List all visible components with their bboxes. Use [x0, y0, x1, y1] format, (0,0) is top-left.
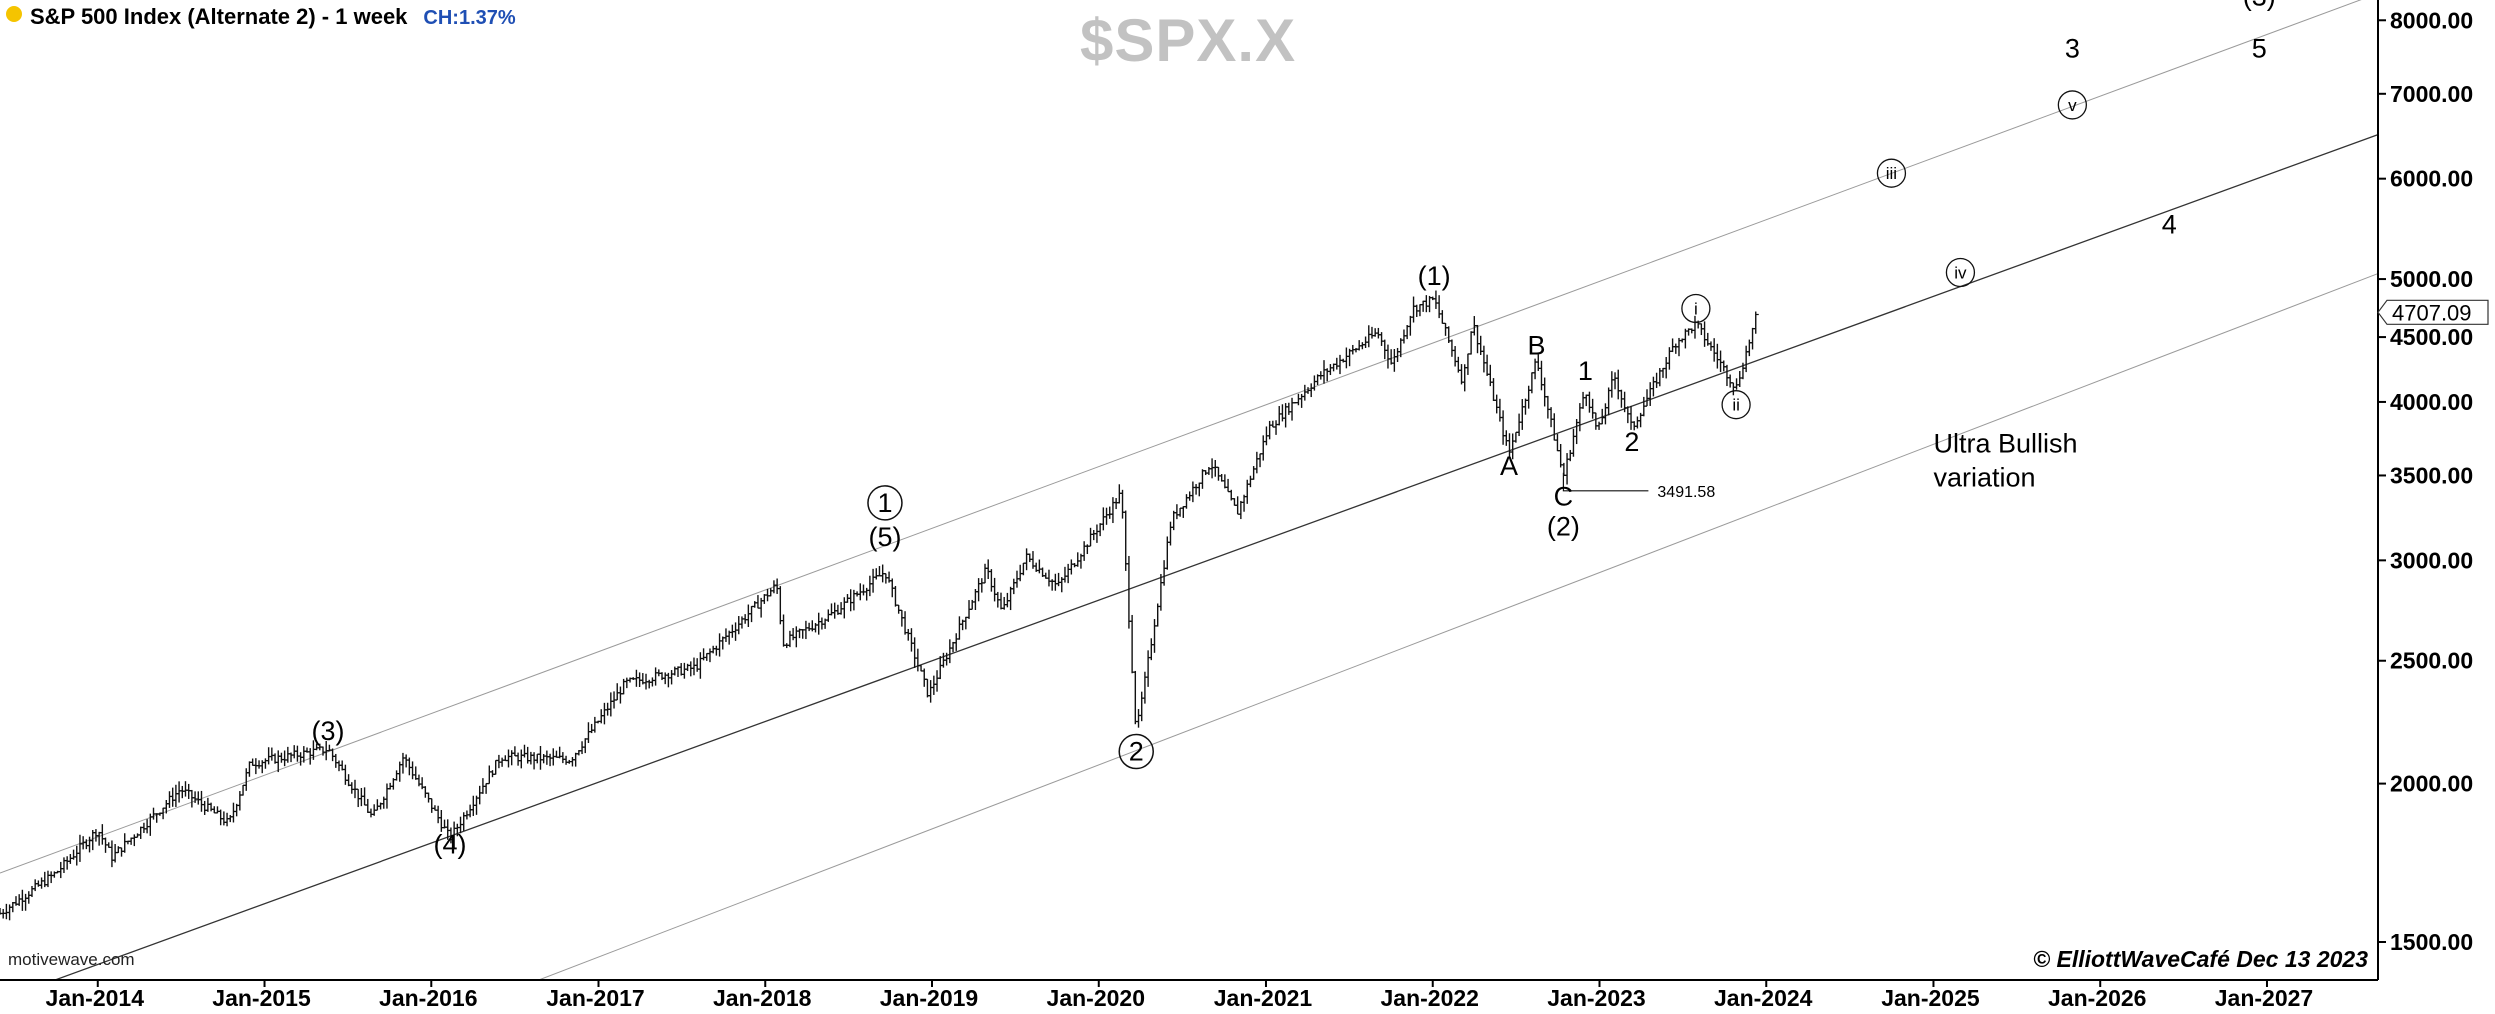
wave-text: (4) — [434, 830, 467, 860]
status-dot-icon — [6, 6, 22, 22]
wave-text: (1) — [1418, 261, 1451, 291]
annotation-text-1: variation — [1933, 463, 2035, 493]
y-tick-label-2: 6000.00 — [2390, 166, 2473, 192]
wave-text: C — [1554, 481, 1574, 511]
wave-text: (2) — [1547, 512, 1580, 542]
wave-text: 1 — [1578, 356, 1593, 386]
wave-label-18: 4 — [2162, 210, 2177, 240]
wave-label-8: C — [1554, 481, 1574, 511]
wave-label-7: B — [1527, 331, 1545, 361]
x-tick-label-11: Jan-2025 — [1881, 985, 1980, 1009]
channel-line-upper — [0, 0, 2362, 874]
wave-label-6: A — [1500, 451, 1518, 481]
wave-text: ii — [1732, 396, 1740, 415]
wave-label-16: v — [2057, 90, 2088, 120]
wave-circle — [1876, 158, 1907, 188]
x-tick-label-12: Jan-2026 — [2048, 985, 2146, 1009]
y-tick-label-10: 1500.00 — [2390, 929, 2473, 955]
last-price-marker — [2377, 299, 2489, 325]
wave-label-0: (3) — [312, 716, 345, 746]
wave-label-9: (2) — [1547, 512, 1580, 542]
low-bracket — [1562, 472, 1649, 492]
wave-label-10: 1 — [1578, 356, 1593, 386]
y-tick-label-4: 4500.00 — [2390, 324, 2473, 350]
wave-label-14: iii — [1876, 158, 1907, 188]
channel-line-middle — [0, 133, 2379, 1001]
wave-text: iv — [1954, 264, 1967, 283]
x-tick-label-8: Jan-2022 — [1381, 985, 1479, 1009]
x-tick-label-7: Jan-2021 — [1214, 985, 1313, 1009]
copyright-label: © ElliottWaveCafé Dec 13 2023 — [2033, 946, 2368, 972]
y-tick-label-0: 8000.00 — [2390, 7, 2473, 33]
wave-circle — [867, 485, 903, 521]
wave-text: (5) — [868, 522, 901, 552]
y-axis-panel — [2378, 0, 2495, 1009]
source-label: motivewave.com — [8, 950, 135, 969]
wave-circle — [1721, 390, 1751, 420]
x-axis-panel — [0, 980, 2495, 1009]
x-tick-label-6: Jan-2020 — [1047, 985, 1145, 1009]
y-tick-label-1: 7000.00 — [2390, 81, 2473, 107]
x-tick-label-3: Jan-2017 — [546, 985, 644, 1009]
wave-text: iii — [1886, 164, 1897, 183]
y-tick-label-3: 5000.00 — [2390, 266, 2473, 292]
x-tick-label-13: Jan-2027 — [2215, 985, 2313, 1009]
wave-text: 2 — [1129, 737, 1144, 767]
y-tick-label-8: 2500.00 — [2390, 648, 2473, 674]
chart-header: S&P 500 Index (Alternate 2) - 1 week CH:1… — [6, 4, 516, 30]
wave-label-15: iv — [1945, 257, 1976, 288]
wave-text: 1 — [877, 488, 892, 518]
wave-label-5: (1) — [1418, 261, 1451, 291]
wave-text: (3) — [2243, 0, 2276, 12]
change-percent: CH:1.37% — [423, 7, 516, 29]
x-tick-label-10: Jan-2024 — [1714, 985, 1813, 1009]
wave-text: 3 — [2065, 34, 2080, 64]
wave-text: v — [2068, 96, 2077, 115]
wave-text: 2 — [1624, 427, 1639, 457]
wave-label-13: ii — [1721, 390, 1751, 420]
x-tick-label-2: Jan-2016 — [379, 985, 477, 1009]
wave-text: i — [1694, 299, 1698, 318]
wave-label-19: (3) — [2243, 0, 2276, 12]
wave-label-11: 2 — [1624, 427, 1639, 457]
x-tick-label-9: Jan-2023 — [1547, 985, 1645, 1009]
wave-label-17: 3 — [2065, 34, 2080, 64]
y-tick-label-9: 2000.00 — [2390, 771, 2473, 797]
x-tick-label-4: Jan-2018 — [713, 985, 812, 1009]
wave-text: 4 — [2162, 210, 2177, 240]
wave-circle — [1681, 293, 1711, 324]
wave-text: (3) — [312, 716, 345, 746]
channel-line-lower — [486, 273, 2379, 1001]
y-tick-label-5: 4000.00 — [2390, 389, 2473, 415]
wave-label-12: i — [1681, 293, 1711, 324]
low-price-label: 3491.58 — [1657, 484, 1715, 501]
symbol-watermark: $SPX.X — [1080, 7, 1297, 74]
wave-label-20: 5 — [2252, 34, 2267, 64]
y-tick-label-6: 3500.00 — [2390, 462, 2473, 488]
y-tick-label-7: 3000.00 — [2390, 547, 2473, 573]
x-tick-label-5: Jan-2019 — [880, 985, 978, 1009]
x-tick-label-0: Jan-2014 — [46, 985, 145, 1009]
wave-label-2: 1 — [867, 485, 903, 521]
wave-circle — [1118, 733, 1154, 770]
chart-title: S&P 500 Index (Alternate 2) - 1 week — [30, 4, 408, 29]
wave-label-1: (4) — [434, 830, 467, 860]
wave-text: A — [1500, 451, 1518, 481]
wave-text: B — [1527, 331, 1545, 361]
wave-circle — [1945, 257, 1976, 288]
wave-circle — [2057, 90, 2088, 120]
last-price-label: 4707.09 — [2392, 300, 2472, 325]
annotation-text-0: Ultra Bullish — [1933, 428, 2077, 458]
wave-label-4: 2 — [1118, 733, 1154, 770]
x-tick-label-1: Jan-2015 — [212, 985, 311, 1009]
wave-label-3: (5) — [868, 522, 901, 552]
wave-text: 5 — [2252, 34, 2267, 64]
